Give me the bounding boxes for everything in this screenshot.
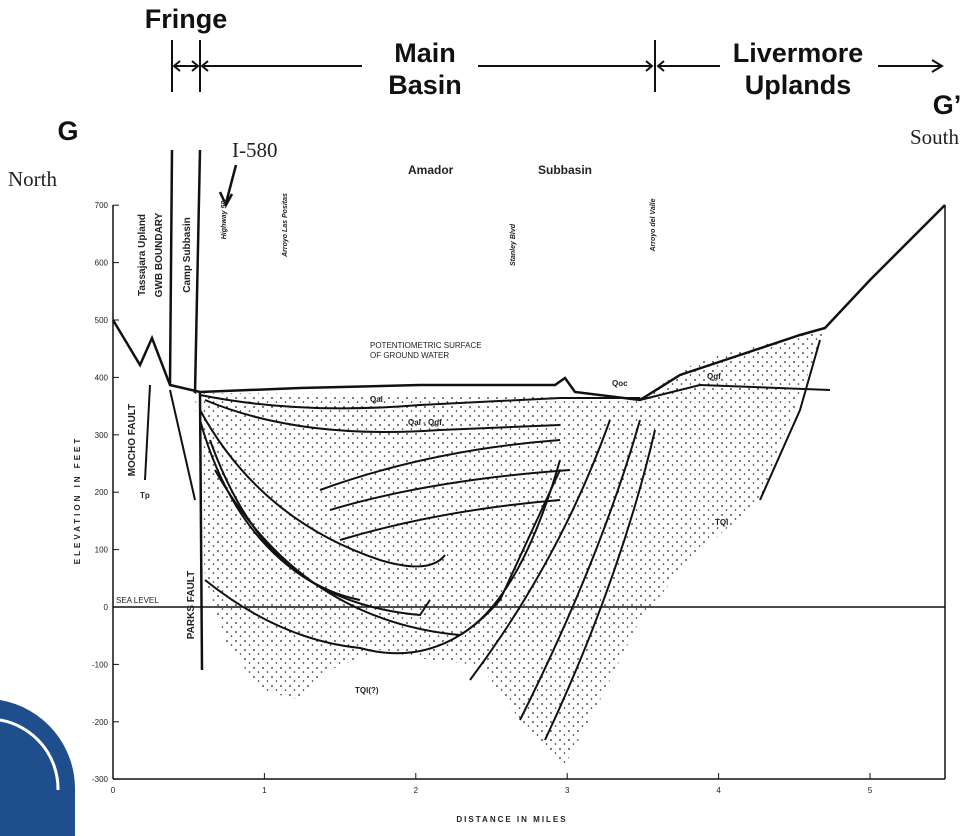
y-tick-label: 500 [95, 316, 109, 325]
vertical-label: MOCHO FAULT [127, 404, 138, 477]
vertical-label: Camp Subbasin [182, 217, 193, 293]
unit-label: Qal [370, 395, 383, 404]
subbasin-label: Amador [408, 163, 454, 177]
sediment-fill [195, 330, 825, 765]
y-tick-label: 0 [104, 603, 109, 612]
annotation: POTENTIOMETRIC SURFACE [370, 341, 482, 350]
unit-label: Qal - Qgf [408, 418, 442, 427]
axis-title: DISTANCE IN MILES [456, 815, 567, 824]
unit-label: Qoc [612, 379, 628, 388]
vertical-label: PARKS FAULT [186, 571, 197, 640]
highway-arrow [220, 165, 236, 205]
y-tick-label: 400 [95, 373, 109, 382]
vertical-label: Stanley Blvd [510, 223, 517, 266]
zone-label: Livermore [733, 38, 864, 68]
section-end: G [57, 116, 78, 146]
direction: North [8, 167, 57, 191]
y-tick-label: 100 [95, 546, 109, 555]
unit-label: TQl(?) [355, 686, 379, 695]
highway-label: I-580 [232, 138, 278, 162]
section-end: G’ [933, 90, 962, 120]
x-tick-label: 1 [262, 786, 267, 795]
vertical-label: Arroyo del Valle [650, 198, 657, 252]
x-tick-label: 0 [111, 786, 116, 795]
x-tick-label: 2 [414, 786, 419, 795]
zone-label: Main [394, 38, 456, 68]
y-tick-label: 600 [95, 259, 109, 268]
logo [0, 700, 75, 836]
zone-label: Basin [388, 70, 462, 100]
y-tick-label: 200 [95, 488, 109, 497]
x-tick-label: 4 [716, 786, 721, 795]
y-tick-label: -300 [92, 775, 109, 784]
subbasin-label: Subbasin [538, 163, 592, 177]
unit-label: Tp [140, 491, 150, 500]
axis-title: ELEVATION IN FEET [73, 436, 82, 564]
annotation: OF GROUND WATER [370, 351, 449, 360]
vertical-label: Arroyo Las Positas [282, 193, 289, 258]
unit-label: TQl [715, 518, 728, 527]
unit-label: Qgf [707, 372, 721, 381]
x-tick-label: 5 [868, 786, 873, 795]
zone-label: Fringe [145, 4, 228, 34]
sea-level-label: SEA LEVEL [116, 596, 159, 605]
x-tick-label: 3 [565, 786, 570, 795]
y-tick-label: 700 [95, 201, 109, 210]
vertical-label: GWB BOUNDARY [154, 212, 165, 297]
vertical-label: Tassajara Upland [137, 214, 148, 296]
y-tick-label: -100 [92, 660, 109, 669]
zone-label: Uplands [745, 70, 852, 100]
cross-section: Fringe Main Basin Livermore Uplands G G’… [0, 0, 980, 836]
vertical-label: Highway 50 [221, 201, 228, 240]
direction: South [910, 125, 960, 149]
y-tick-label: 300 [95, 431, 109, 440]
y-tick-label: -200 [92, 718, 109, 727]
